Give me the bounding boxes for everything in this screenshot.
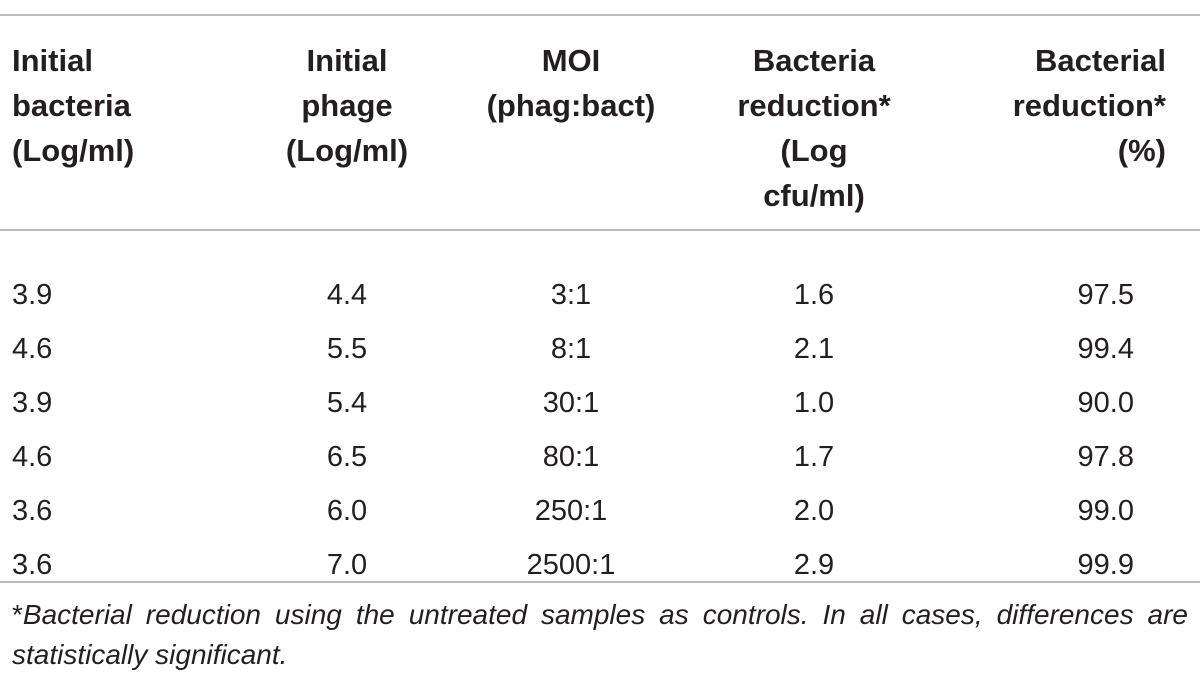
cell-reduction-percent: 97.8: [1077, 441, 1134, 473]
header-bacterial-reduction-percent: Bacterial reduction* (%): [1012, 43, 1166, 168]
cell-reduction-percent: 99.9: [1077, 549, 1134, 581]
header-moi: MOI (phag:bact): [486, 43, 656, 123]
cell-moi: 3:1: [550, 279, 592, 311]
cell-initial-phage: 5.5: [326, 333, 368, 365]
top-rule: [0, 14, 1200, 16]
cell-moi: 2500:1: [526, 549, 616, 581]
table-row: 3.6 6.0 250:1 2.0 99.0: [0, 484, 1200, 538]
cell-reduction-percent: 99.4: [1077, 333, 1134, 365]
cell-reduction-percent: 90.0: [1077, 387, 1134, 419]
header-row: Initial bacteria (Log/ml) Initial phage …: [0, 16, 1200, 251]
bottom-rule: [0, 581, 1200, 583]
table-row: 4.6 5.5 8:1 2.1 99.4: [0, 322, 1200, 376]
cell-reduction-log: 2.9: [793, 549, 835, 581]
table-row: 3.9 4.4 3:1 1.6 97.5: [0, 268, 1200, 322]
cell-initial-bacteria: 3.9: [12, 279, 53, 311]
data-table: Initial bacteria (Log/ml) Initial phage …: [0, 16, 1200, 592]
cell-moi: 80:1: [542, 441, 600, 473]
table-footnote: *Bacterial reduction using the untreated…: [12, 595, 1188, 675]
cell-initial-phage: 4.4: [326, 279, 368, 311]
spacer-cell: [0, 251, 1200, 268]
table-body: 3.9 4.4 3:1 1.6 97.5 4.6 5.5 8:1 2.1 99.…: [0, 251, 1200, 592]
cell-initial-bacteria: 3.6: [12, 549, 53, 581]
cell-reduction-log: 1.0: [793, 387, 835, 419]
cell-initial-phage: 5.4: [326, 387, 368, 419]
table-row: 4.6 6.5 80:1 1.7 97.8: [0, 430, 1200, 484]
cell-initial-bacteria: 4.6: [12, 333, 53, 365]
cell-reduction-log: 1.6: [793, 279, 835, 311]
cell-initial-phage: 7.0: [326, 549, 368, 581]
cell-initial-bacteria: 3.6: [12, 495, 53, 527]
cell-initial-phage: 6.5: [326, 441, 368, 473]
cell-reduction-percent: 97.5: [1077, 279, 1134, 311]
cell-moi: 8:1: [550, 333, 592, 365]
header-initial-bacteria: Initial bacteria (Log/ml): [12, 43, 135, 168]
cell-reduction-percent: 99.0: [1077, 495, 1134, 527]
table-row: 3.6 7.0 2500:1 2.9 99.9: [0, 538, 1200, 592]
table-header: Initial bacteria (Log/ml) Initial phage …: [0, 16, 1200, 251]
footnote-marker: *: [12, 599, 23, 630]
header-initial-phage: Initial phage (Log/ml): [285, 43, 409, 168]
cell-moi: 30:1: [542, 387, 600, 419]
footnote-text: Bacterial reduction using the untreated …: [12, 599, 1188, 670]
cell-initial-phage: 6.0: [326, 495, 368, 527]
body-spacer: [0, 251, 1200, 268]
cell-reduction-log: 2.1: [793, 333, 835, 365]
cell-initial-bacteria: 3.9: [12, 387, 53, 419]
table-row: 3.9 5.4 30:1 1.0 90.0: [0, 376, 1200, 430]
cell-moi: 250:1: [534, 495, 608, 527]
cell-reduction-log: 1.7: [793, 441, 835, 473]
header-bacteria-reduction-log: Bacteria reduction* (Log cfu/ml): [737, 43, 891, 213]
cell-initial-bacteria: 4.6: [12, 441, 53, 473]
cell-reduction-log: 2.0: [793, 495, 835, 527]
header-rule: [0, 229, 1200, 231]
